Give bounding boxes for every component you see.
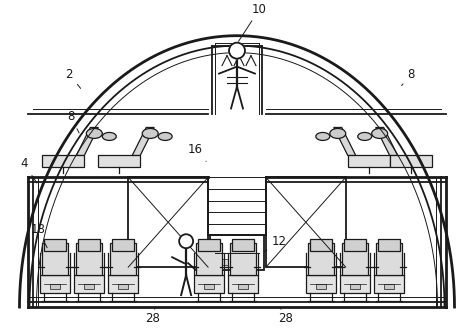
- Text: 2: 2: [65, 68, 81, 88]
- Bar: [74, 275, 104, 293]
- Bar: [376, 243, 401, 275]
- Bar: [210, 235, 264, 270]
- Ellipse shape: [372, 128, 388, 138]
- Bar: [342, 243, 368, 275]
- Bar: [50, 284, 60, 289]
- Bar: [76, 243, 102, 275]
- Bar: [390, 155, 431, 168]
- Bar: [204, 284, 214, 289]
- Bar: [220, 259, 228, 265]
- Bar: [374, 275, 404, 293]
- Bar: [78, 239, 100, 251]
- Bar: [238, 284, 248, 289]
- Bar: [228, 275, 258, 293]
- Bar: [118, 284, 128, 289]
- Bar: [108, 275, 138, 293]
- Text: 12: 12: [264, 235, 287, 252]
- Text: 4: 4: [20, 157, 37, 183]
- Ellipse shape: [86, 128, 102, 138]
- Bar: [310, 239, 332, 251]
- Bar: [348, 155, 390, 168]
- Bar: [230, 243, 256, 275]
- Text: 18: 18: [30, 223, 47, 248]
- Bar: [383, 284, 393, 289]
- Bar: [110, 243, 136, 275]
- Bar: [232, 259, 240, 265]
- Bar: [308, 243, 334, 275]
- Text: 10: 10: [238, 3, 267, 41]
- Bar: [128, 177, 208, 267]
- Bar: [378, 239, 400, 251]
- Bar: [344, 239, 366, 251]
- Bar: [43, 155, 84, 168]
- Ellipse shape: [358, 132, 372, 140]
- Bar: [266, 177, 346, 267]
- Bar: [84, 284, 94, 289]
- Bar: [40, 275, 70, 293]
- Ellipse shape: [142, 128, 158, 138]
- Circle shape: [179, 234, 193, 248]
- Ellipse shape: [158, 132, 172, 140]
- Text: 8: 8: [401, 68, 415, 85]
- Bar: [306, 275, 336, 293]
- Bar: [232, 239, 254, 251]
- Ellipse shape: [316, 132, 330, 140]
- Bar: [112, 239, 134, 251]
- Bar: [45, 239, 66, 251]
- Polygon shape: [132, 128, 154, 155]
- Bar: [43, 243, 68, 275]
- Bar: [98, 155, 140, 168]
- Bar: [316, 284, 326, 289]
- Text: 16: 16: [188, 143, 206, 161]
- Bar: [194, 275, 224, 293]
- Bar: [340, 275, 370, 293]
- Ellipse shape: [102, 132, 116, 140]
- Polygon shape: [376, 128, 398, 155]
- Bar: [198, 239, 220, 251]
- Polygon shape: [76, 128, 98, 155]
- Text: 28: 28: [145, 307, 160, 325]
- Bar: [196, 243, 222, 275]
- Circle shape: [229, 43, 245, 59]
- Polygon shape: [334, 128, 356, 155]
- Text: 28: 28: [278, 307, 293, 325]
- Text: 8: 8: [67, 111, 79, 133]
- Bar: [350, 284, 360, 289]
- Ellipse shape: [330, 128, 346, 138]
